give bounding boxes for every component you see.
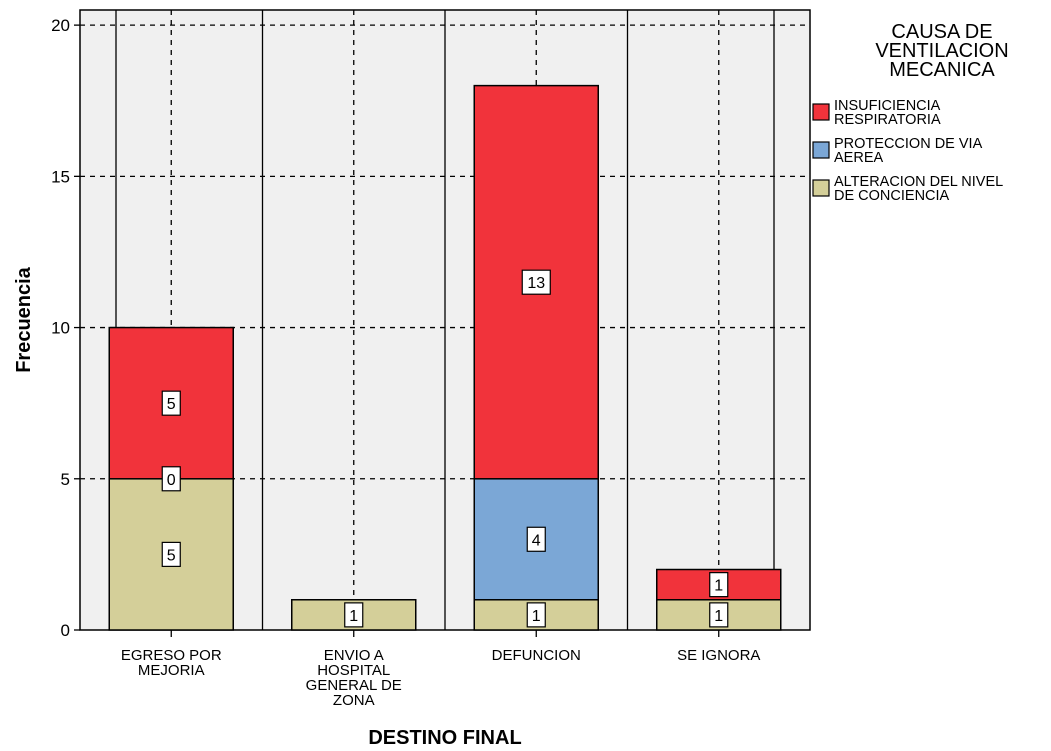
legend-label: PROTECCION DE VIA AEREA	[834, 136, 983, 166]
data-label-text: 5	[167, 396, 176, 413]
data-label: 1	[344, 602, 364, 628]
data-label: 5	[161, 390, 181, 416]
legend-item: PROTECCION DE VIA AEREA	[812, 136, 983, 166]
data-label: 0	[161, 466, 181, 492]
legend-swatch	[812, 141, 830, 159]
data-label: 1	[709, 572, 729, 598]
data-label-text: 1	[714, 608, 723, 625]
x-tick-label: ENVIO A HOSPITAL GENERAL DE ZONA	[306, 647, 402, 709]
data-label-box	[521, 269, 551, 295]
data-label-box	[161, 466, 181, 492]
y-tick-label: 15	[51, 167, 70, 186]
data-label-text: 1	[714, 578, 723, 595]
data-label: 1	[526, 602, 546, 628]
legend: CAUSA DE VENTILACION MECANICA INSUFICIENCIA…	[812, 21, 1009, 204]
y-axis: 0 5 10 15 20	[51, 16, 80, 640]
data-label-text: 0	[167, 472, 176, 489]
data-label-box	[526, 602, 546, 628]
data-label: 5	[161, 541, 181, 567]
x-axis: EGRESO POR MEJORIA ENVIO A HOSPITAL GENERAL …	[121, 630, 760, 709]
y-tick-label: 5	[61, 470, 70, 489]
data-label: 13	[521, 269, 551, 295]
y-tick-label: 20	[51, 16, 70, 35]
y-axis-title: Frecuencia	[13, 266, 35, 372]
legend-label: INSUFICIENCIA RESPIRATORIA	[834, 98, 941, 128]
legend-item: ALTERACION DEL NIVEL DE CONCIENCIA	[812, 174, 1003, 204]
data-label-box	[161, 390, 181, 416]
legend-item: INSUFICIENCIA RESPIRATORIA	[812, 98, 941, 128]
y-tick-label: 10	[51, 319, 70, 338]
data-label-text: 13	[527, 275, 545, 292]
legend-title: CAUSA DE VENTILACION MECANICA	[875, 21, 1008, 81]
data-label-text: 1	[532, 608, 541, 625]
data-label-box	[709, 602, 729, 628]
data-label: 1	[709, 602, 729, 628]
x-tick-label: SE IGNORA	[677, 647, 760, 664]
data-label: 4	[526, 526, 546, 552]
y-tick-label: 0	[61, 621, 70, 640]
data-label-box	[526, 526, 546, 552]
legend-swatch	[812, 103, 830, 121]
data-label-text: 4	[532, 532, 541, 549]
data-label-text: 5	[167, 547, 176, 564]
x-axis-title: DESTINO FINAL	[368, 727, 521, 749]
data-labels: 5 0 5 1 1 4 13 1 1	[161, 269, 729, 628]
legend-label: ALTERACION DEL NIVEL DE CONCIENCIA	[834, 174, 1003, 204]
x-tick-label: EGRESO POR MEJORIA	[121, 647, 222, 679]
legend-swatch	[812, 179, 830, 197]
data-label-box	[344, 602, 364, 628]
x-tick-label: DEFUNCION	[492, 647, 581, 664]
data-label-box	[161, 541, 181, 567]
data-label-text: 1	[349, 608, 358, 625]
data-label-box	[709, 572, 729, 598]
